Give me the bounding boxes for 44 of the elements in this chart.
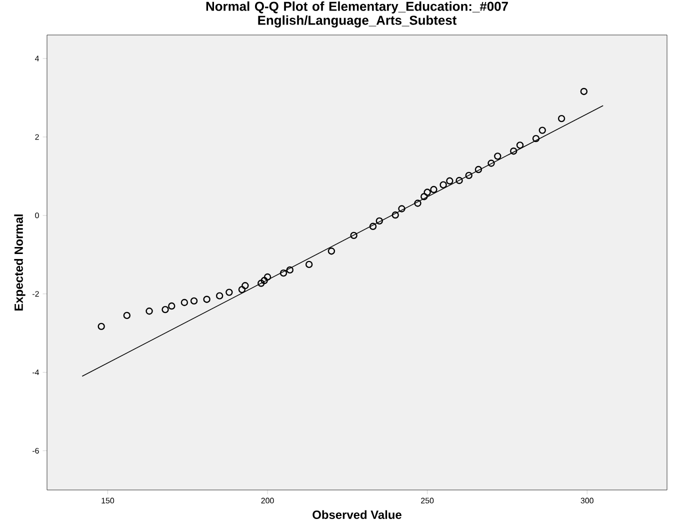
point (510, 147, 518, 155)
point (242, 282, 249, 290)
x-axis-title: Observed Value (312, 510, 402, 520)
y-axis-title: Expected Normal (14, 214, 26, 311)
point (168, 302, 176, 310)
point (474, 166, 482, 174)
point (260, 276, 268, 284)
point (558, 114, 566, 122)
point (392, 211, 399, 219)
point (146, 308, 153, 315)
point (98, 322, 105, 330)
point (328, 248, 336, 255)
point (580, 88, 588, 96)
point (216, 292, 224, 300)
point (264, 273, 272, 281)
point (350, 232, 358, 240)
point (456, 176, 463, 184)
point (430, 186, 438, 194)
point (446, 177, 454, 184)
point (465, 172, 472, 180)
point (440, 181, 447, 188)
point (538, 126, 546, 134)
point (203, 296, 210, 303)
chart-title: Normal Q-Q Plot of Elementary_Education:_#007 English/Language_Arts_Subtest (206, 1, 508, 28)
point (494, 152, 502, 160)
point (516, 142, 524, 149)
point (280, 269, 288, 277)
point (238, 286, 246, 294)
point (424, 188, 431, 196)
point (226, 288, 233, 296)
point (258, 280, 265, 287)
point (162, 306, 169, 314)
point (532, 134, 540, 142)
point (488, 160, 495, 167)
point (305, 260, 313, 268)
point (180, 298, 188, 306)
point (398, 205, 406, 212)
point (376, 217, 383, 225)
point (123, 312, 131, 320)
point (190, 297, 198, 305)
point (286, 266, 294, 274)
point (420, 192, 428, 200)
point (414, 200, 422, 207)
point (369, 222, 377, 230)
